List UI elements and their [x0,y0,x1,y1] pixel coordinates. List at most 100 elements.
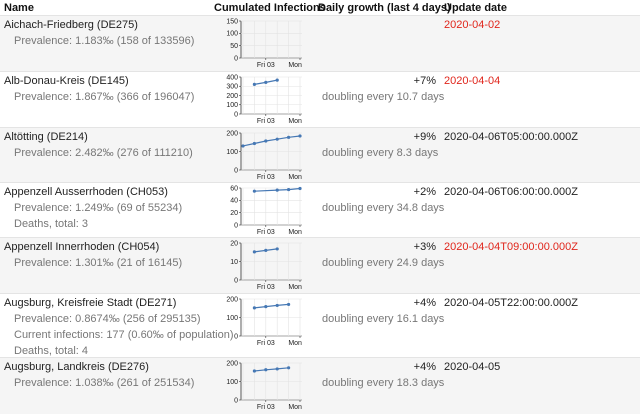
y-tick-label: 10 [230,259,238,266]
y-tick-label: 100 [226,315,238,322]
data-point [241,144,245,148]
doubling-time: doubling every 34.8 days [322,202,445,214]
table-row[interactable]: Augsburg, Kreisfreie Stadt (DE271) Preval… [0,293,640,358]
column-header-name[interactable]: Name [4,1,34,14]
region-name: Augsburg, Kreisfreie Stadt (DE271) [4,297,177,309]
update-cell: 2020-04-04 [440,71,640,128]
region-name: Alb-Donau-Kreis (DE145) [4,75,129,87]
data-point [252,369,256,373]
update-date: 2020-04-04 [444,75,501,87]
y-tick-label: 0 [234,333,238,340]
table-row[interactable]: Augsburg, Landkreis (DE276) Prevalence: 1… [0,357,640,414]
update-date: 2020-04-06T06:00:00.000Z [444,186,578,198]
data-point [264,305,268,309]
data-point [264,139,268,143]
update-cell: 2020-04-02 [440,15,640,72]
doubling-time: doubling every 8.3 days [322,147,439,159]
data-point [252,141,256,146]
update-date: 2020-04-05 [444,361,501,373]
doubling-time: doubling every 24.9 days [322,257,445,269]
data-point [252,250,256,254]
data-point [275,188,279,192]
update-cell: 2020-04-06T05:00:00.000Z [440,127,640,183]
region-detail: Current infections: 177 (0.60‰ of popula… [14,329,234,341]
data-point [287,187,291,192]
x-tick-label: Fri 03 [257,340,275,347]
region-detail: Prevalence: 1.183‰ (158 of 133596) [14,35,195,47]
region-name: Aichach-Friedberg (DE275) [4,19,138,31]
infections-sparkline: 60 40 20 0 Fri 03 Mon 06 [230,185,304,236]
growth-percent [322,19,436,31]
data-point [298,186,302,191]
x-tick-label: Fri 03 [257,118,275,125]
y-tick-label: 40 [230,198,238,205]
series-line [242,135,301,147]
column-header-growth[interactable]: Daily growth (last 4 days) [318,1,451,14]
y-tick-label: 0 [234,55,238,62]
x-tick-label: Mon 06 [288,340,304,347]
series-line [254,187,301,192]
infections-sparkline: 200 100 0 Fri 03 Mon 06 [226,130,304,181]
data-point [264,248,268,252]
infections-sparkline: 200 100 0 Fri 03 Mon 06 [226,296,304,347]
table-row[interactable]: Altötting (DE214) Prevalence: 2.482‰ (276… [0,127,640,183]
update-date: 2020-04-05T22:00:00.000Z [444,297,578,309]
x-tick-label: Fri 03 [257,62,275,69]
x-tick-label: Fri 03 [257,404,275,411]
y-tick-label: 300 [226,84,238,91]
y-tick-label: 100 [226,102,238,109]
infections-sparkline: 200 100 0 Fri 03 Mon 06 [226,360,304,411]
region-name: Augsburg, Landkreis (DE276) [4,361,149,373]
data-point [264,80,268,84]
y-tick-label: 200 [226,296,238,303]
region-name: Altötting (DE214) [4,131,88,143]
y-tick-label: 20 [230,240,238,247]
data-point [287,302,291,307]
name-cell: Altötting (DE214) Prevalence: 2.482‰ (276… [0,127,214,183]
header-row: Name Cumulated Infections Daily growth (… [0,0,640,16]
region-detail: Prevalence: 1.867‰ (366 of 196047) [14,91,195,103]
table-row[interactable]: Appenzell Innerrhoden (CH054) Prevalence:… [0,237,640,294]
y-tick-label: 400 [226,74,238,81]
table-row[interactable]: Aichach-Friedberg (DE275) Prevalence: 1.1… [0,15,640,72]
region-name: Appenzell Ausserrhoden (CH053) [4,186,168,198]
name-cell: Augsburg, Kreisfreie Stadt (DE271) Preval… [0,293,234,358]
region-detail: Deaths, total: 4 [14,345,88,357]
doubling-time: doubling every 16.1 days [322,313,445,325]
y-tick-label: 200 [226,130,238,137]
name-cell: Appenzell Ausserrhoden (CH053) Prevalence… [0,182,214,238]
series-line [254,367,289,372]
data-point [275,137,279,141]
column-header-update[interactable]: Update date [444,1,507,14]
growth-cell: +3% doubling every 24.9 days [318,237,445,294]
update-date: 2020-04-06T05:00:00.000Z [444,131,578,143]
name-cell: Appenzell Innerrhoden (CH054) Prevalence:… [0,237,214,294]
table-row[interactable]: Appenzell Ausserrhoden (CH053) Prevalence… [0,182,640,238]
table-row[interactable]: Alb-Donau-Kreis (DE145) Prevalence: 1.867… [0,71,640,128]
x-tick-label: Mon 06 [288,229,304,236]
data-point [252,82,256,86]
data-point [252,306,256,310]
data-point [275,303,279,308]
chart-cell: 20 10 0 Fri 03 Mon 06 [214,237,318,294]
update-date: 2020-04-02 [444,19,501,31]
infections-sparkline: 20 10 0 Fri 03 Mon 06 [230,240,304,291]
infections-sparkline: 400 300 200 100 0 Fri 03 Mon 06 [226,74,304,125]
column-header-chart[interactable]: Cumulated Infections [214,1,326,14]
y-tick-label: 200 [226,360,238,367]
region-detail: Deaths, total: 3 [14,218,88,230]
x-tick-label: Mon 06 [288,174,304,181]
y-tick-label: 0 [234,397,238,404]
infections-sparkline: 150 100 50 0 Fri 03 Mon 06 [226,18,304,69]
y-tick-label: 0 [234,167,238,174]
data-point [287,135,291,139]
data-point [264,368,268,372]
chart-cell: 400 300 200 100 0 Fri 03 Mon 06 [214,71,318,128]
chart-cell: 200 100 0 Fri 03 Mon 06 [214,127,318,183]
y-tick-label: 0 [234,111,238,118]
region-detail: Prevalence: 1.249‰ (69 of 55234) [14,202,183,214]
region-detail: Prevalence: 2.482‰ (276 of 111210) [14,147,193,159]
name-cell: Alb-Donau-Kreis (DE145) Prevalence: 1.867… [0,71,214,128]
x-tick-label: Fri 03 [257,229,275,236]
y-tick-label: 150 [226,18,238,25]
